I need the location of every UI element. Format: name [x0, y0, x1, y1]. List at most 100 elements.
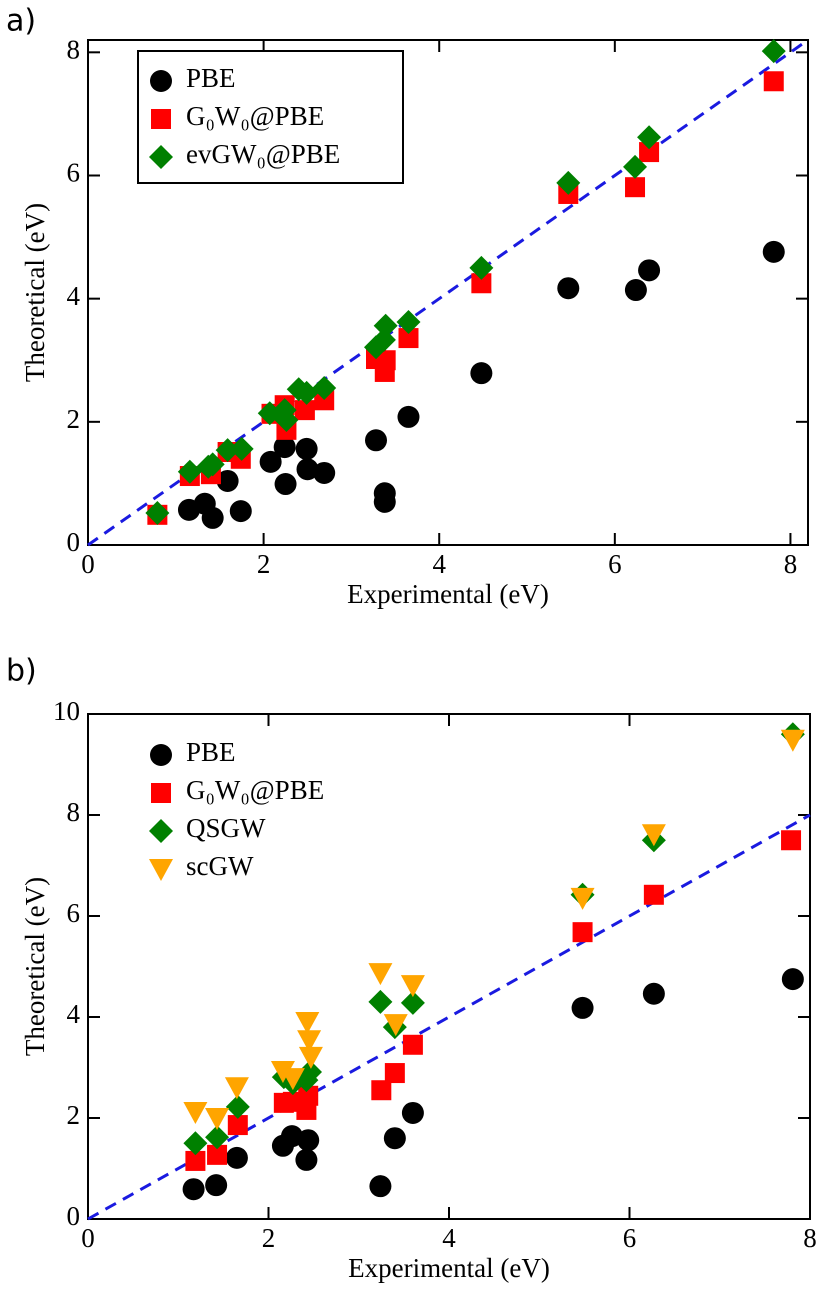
legend-label: evGW₀@PBE [186, 139, 340, 169]
y-tick-label: 0 [67, 1201, 81, 1231]
point [280, 1068, 305, 1091]
point [149, 819, 173, 843]
point [205, 1174, 228, 1197]
y-tick-label: 2 [67, 404, 81, 434]
point [200, 452, 225, 477]
x-tick-label: 4 [432, 549, 446, 579]
point [295, 1148, 318, 1171]
point [201, 506, 224, 529]
y-tick-label: 8 [67, 797, 81, 827]
point [368, 963, 393, 986]
point [383, 1127, 406, 1150]
point [150, 70, 172, 92]
point [571, 996, 594, 1019]
point [205, 1125, 230, 1150]
point [149, 145, 173, 169]
point [216, 469, 239, 492]
panel-label: a) [6, 4, 36, 39]
point [205, 1108, 230, 1130]
point [371, 1080, 392, 1101]
legend-label: G₀W₀@PBE [186, 775, 324, 805]
point [298, 1085, 319, 1106]
y-tick-label: 4 [67, 999, 81, 1029]
point [297, 1030, 322, 1053]
y-tick-label: 10 [53, 696, 80, 726]
point [373, 490, 396, 513]
point [183, 1131, 208, 1156]
point [400, 975, 425, 998]
y-tick-label: 6 [67, 158, 81, 188]
y-tick-label: 6 [67, 898, 81, 928]
point [638, 259, 661, 282]
legend-label: PBE [186, 63, 236, 93]
point [185, 1150, 206, 1171]
point [182, 1178, 205, 1201]
x-tick-label: 4 [442, 1223, 456, 1253]
point [557, 277, 580, 300]
point [314, 390, 335, 411]
point [762, 240, 785, 263]
point [177, 459, 202, 484]
x-axis-label: Experimental (eV) [348, 1253, 550, 1283]
x-tick-label: 8 [803, 1223, 817, 1253]
point [643, 884, 664, 905]
point [151, 783, 171, 803]
x-tick-label: 2 [257, 549, 271, 579]
point [556, 170, 581, 195]
point [150, 744, 172, 766]
point [623, 154, 648, 179]
point [151, 109, 171, 129]
x-axis-label: Experimental (eV) [347, 579, 549, 609]
point [259, 450, 282, 473]
y-tick-label: 8 [67, 35, 81, 65]
point [215, 438, 240, 463]
point [365, 429, 387, 452]
legend-label: PBE [186, 737, 236, 767]
identity-line [87, 813, 811, 1221]
point [270, 1061, 295, 1084]
point [383, 1014, 408, 1037]
point [368, 989, 393, 1014]
point [570, 887, 595, 910]
point [149, 859, 173, 881]
point [398, 328, 419, 349]
point [642, 982, 665, 1005]
point [273, 436, 296, 459]
x-tick-label: 2 [262, 1223, 276, 1253]
y-axis-label: Theoretical (eV) [20, 877, 50, 1056]
y-tick-label: 2 [67, 1100, 81, 1130]
y-tick-label: 4 [67, 281, 81, 311]
point [294, 380, 319, 405]
panel-label: b) [6, 654, 37, 689]
point [637, 125, 662, 150]
y-tick-label: 0 [67, 527, 81, 557]
point [207, 1144, 228, 1165]
point [471, 273, 492, 294]
point [298, 1046, 323, 1069]
point [375, 350, 396, 371]
point [229, 436, 254, 461]
point [225, 1094, 250, 1119]
point [572, 922, 593, 943]
point [396, 310, 421, 335]
point [469, 255, 494, 280]
x-tick-label: 6 [623, 1223, 637, 1253]
point [145, 500, 170, 525]
point [227, 1115, 248, 1136]
point [295, 437, 318, 460]
point [312, 375, 337, 400]
point [641, 824, 666, 847]
point [781, 830, 802, 851]
point [225, 1146, 248, 1169]
legend-frame [137, 50, 404, 184]
point [625, 177, 646, 198]
point [297, 1129, 320, 1152]
point [400, 990, 425, 1015]
point [274, 473, 297, 496]
point [761, 39, 786, 64]
point [298, 1060, 323, 1085]
x-tick-label: 0 [81, 1223, 95, 1253]
point [229, 500, 252, 523]
x-tick-label: 6 [608, 549, 622, 579]
